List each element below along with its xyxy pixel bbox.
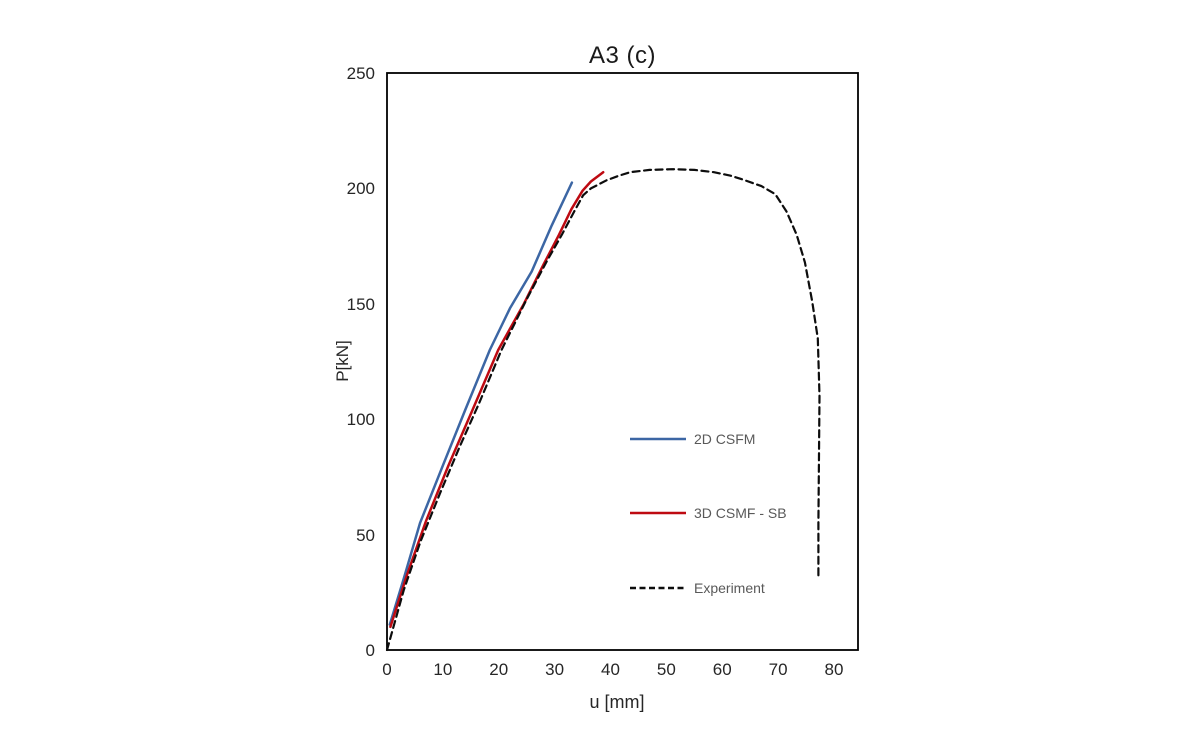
x-tick-label: 60 [712, 660, 732, 679]
x-tick-label: 50 [656, 660, 676, 679]
legend-label: 3D CSMF - SB [694, 505, 787, 521]
legend-line-sample-solid-blue [630, 437, 686, 441]
y-tick-label: 200 [346, 179, 375, 199]
x-tick-label: 40 [601, 660, 620, 679]
plot-border [386, 72, 859, 651]
series-line-experiment [385, 168, 821, 652]
x-tick-label: 30 [545, 660, 565, 679]
y-tick-label: 0 [365, 641, 375, 660]
series-line-2d-csfm [388, 181, 574, 626]
y-tick-label: 150 [346, 294, 375, 314]
x-tick-label: 10 [433, 660, 453, 679]
y-tick-label: 50 [356, 525, 375, 545]
legend-label: Experiment [694, 580, 765, 596]
legend-item-2d-csfm: 2D CSFM [630, 429, 755, 449]
legend-item-3d-csmf-sb: 3D CSMF - SB [630, 503, 787, 523]
x-axis-title: u [mm] [589, 692, 645, 712]
x-tick-label: 70 [768, 660, 788, 679]
chart-title: A3 (c) [588, 42, 656, 69]
y-tick-label: 100 [346, 410, 375, 430]
x-tick-label: 80 [824, 660, 844, 679]
x-tick-label: 0 [382, 660, 392, 679]
series-line-3d-csmf-sb [389, 170, 605, 629]
y-tick-label: 250 [346, 64, 375, 83]
legend-line-sample-dashed-black [630, 586, 686, 590]
legend-label: 2D CSFM [694, 431, 756, 447]
legend-line-sample-solid-red [630, 511, 686, 515]
x-tick-label: 20 [489, 660, 509, 679]
legend-item-experiment: Experiment [630, 578, 765, 598]
